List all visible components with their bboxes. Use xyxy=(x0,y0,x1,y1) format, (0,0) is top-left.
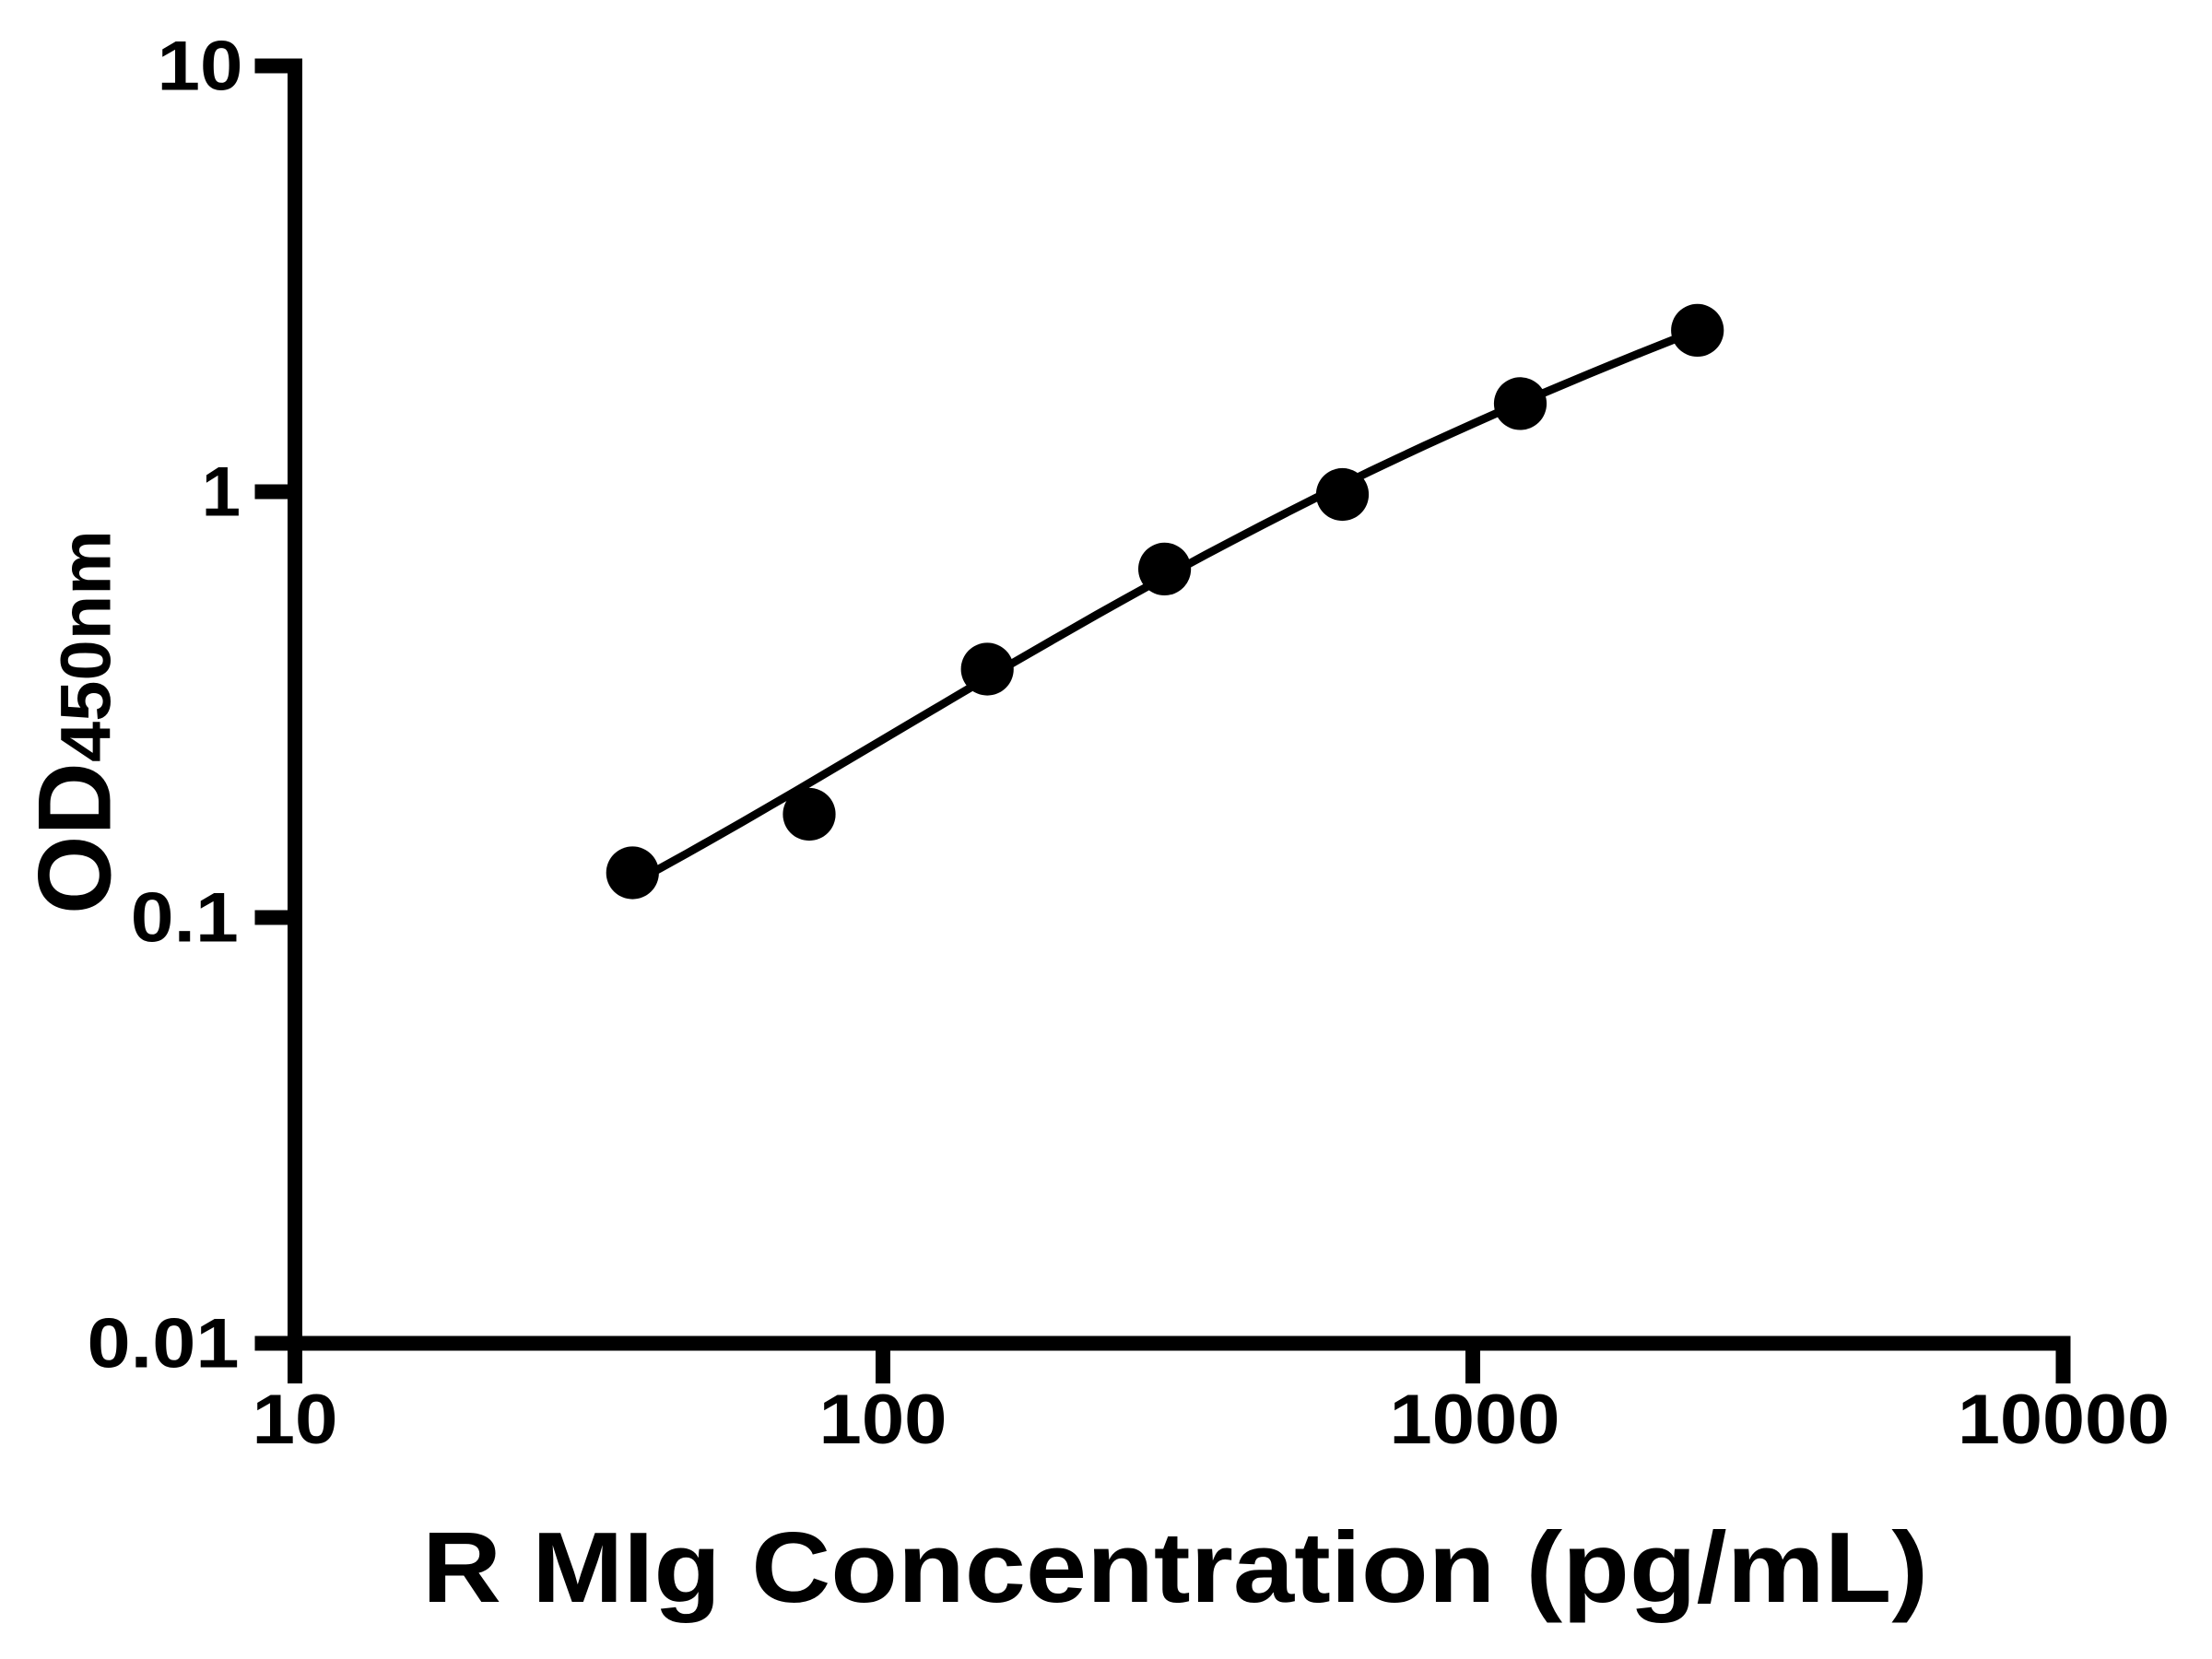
svg-text:0.01: 0.01 xyxy=(88,1305,240,1383)
svg-text:10: 10 xyxy=(158,28,243,106)
svg-text:450nm: 450nm xyxy=(47,530,126,762)
svg-text:10000: 10000 xyxy=(1958,1381,2170,1459)
svg-text:100: 100 xyxy=(819,1381,947,1459)
svg-text:R MIg Concentration (pg/mL): R MIg Concentration (pg/mL) xyxy=(422,1512,1928,1624)
svg-text:10: 10 xyxy=(253,1381,338,1459)
svg-text:0.1: 0.1 xyxy=(131,879,239,958)
svg-text:1: 1 xyxy=(202,453,241,532)
svg-text:1000: 1000 xyxy=(1390,1381,1560,1459)
svg-text:OD: OD xyxy=(18,762,133,914)
